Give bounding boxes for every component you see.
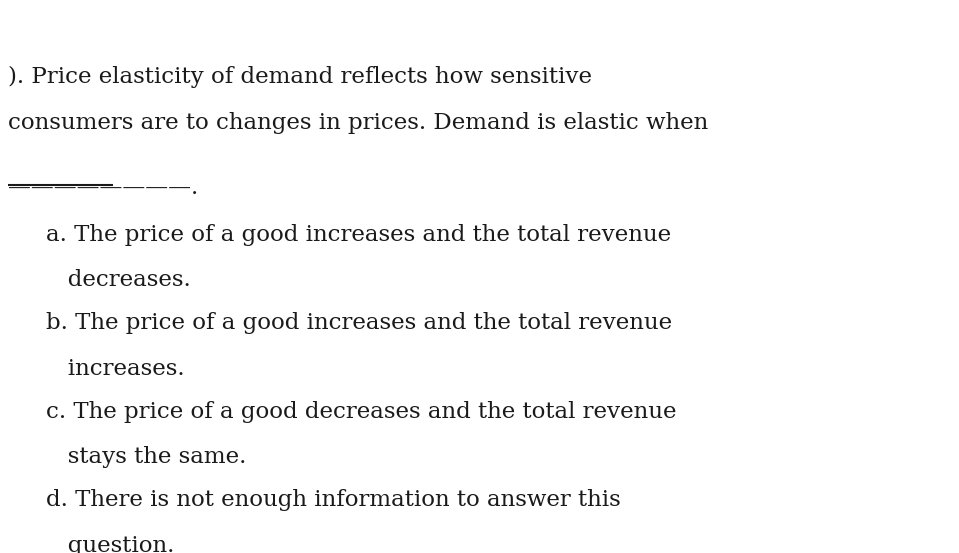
Text: stays the same.: stays the same. [46, 446, 246, 468]
Text: decreases.: decreases. [46, 269, 191, 291]
Text: ————————.: ————————. [8, 177, 198, 199]
Text: c. The price of a good decreases and the total revenue: c. The price of a good decreases and the… [46, 401, 676, 423]
Text: consumers are to changes in prices. Demand is elastic when: consumers are to changes in prices. Dema… [8, 112, 708, 134]
Text: a. The price of a good increases and the total revenue: a. The price of a good increases and the… [46, 224, 671, 246]
Text: ). Price elasticity of demand reflects how sensitive: ). Price elasticity of demand reflects h… [8, 66, 592, 88]
Text: question.: question. [46, 535, 175, 553]
Text: d. There is not enough information to answer this: d. There is not enough information to an… [46, 489, 620, 512]
Text: increases.: increases. [46, 358, 185, 380]
Text: b. The price of a good increases and the total revenue: b. The price of a good increases and the… [46, 312, 672, 335]
